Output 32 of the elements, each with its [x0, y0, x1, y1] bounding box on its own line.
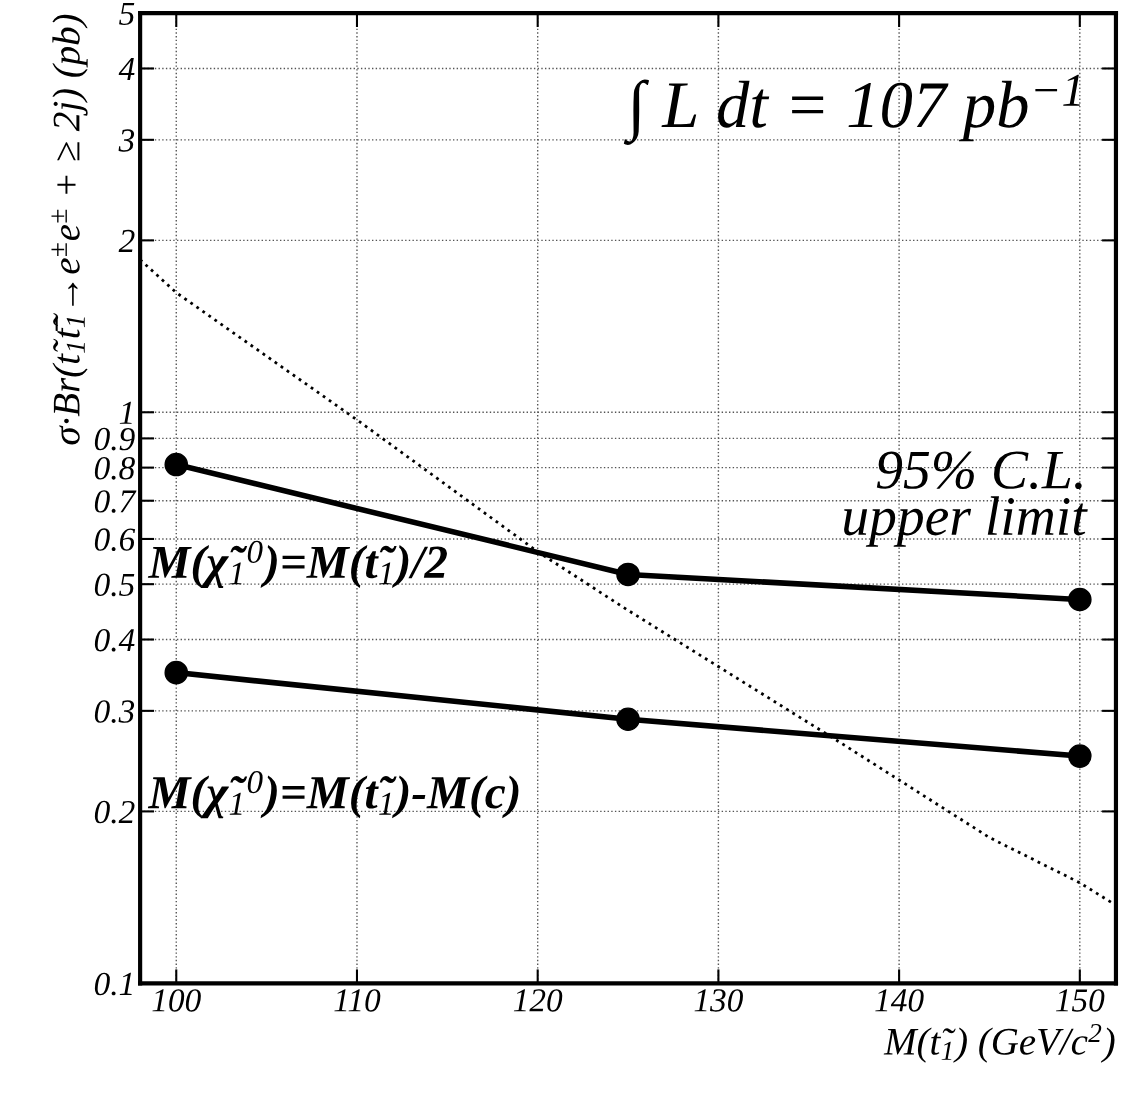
- point: [1068, 744, 1092, 768]
- y-tick-label: 0.5: [94, 573, 135, 597]
- point: [616, 707, 640, 732]
- y-tick-label: 1: [119, 401, 132, 424]
- series-label: M(χ̃$_{1}$$^{0}$)=M(t̃$_{1}$)-M(c): [147, 771, 519, 819]
- point: [616, 562, 640, 587]
- x-tick-label: 100: [152, 989, 201, 1012]
- y-tick-label: 3: [118, 129, 135, 152]
- point: [164, 660, 189, 685]
- x-tick-label: 110: [334, 989, 381, 1012]
- series-label: M(χ̃$_{1}$$^{0}$)=M(t̃$_{1}$)/2: [147, 540, 447, 588]
- y-tick-label: 0.7: [94, 490, 137, 513]
- y-tick-label: 0.9: [94, 427, 135, 451]
- y-tick-label: 0.3: [94, 700, 135, 723]
- point: [1068, 587, 1092, 612]
- y-tick-label: 0.1: [94, 972, 132, 996]
- point: [164, 452, 189, 477]
- x-tick-label: 120: [513, 989, 563, 1012]
- annotation: ∫ L dt = 107 pb$^{−1}$: [623, 74, 1080, 145]
- y-tick-label: 2: [118, 229, 135, 252]
- annotation: 95% C.L. upper limit: [844, 451, 1088, 547]
- y-tick-label: 0.4: [94, 628, 135, 652]
- text: σ·Br(t̃$_{1}$t̃̄$_{1}$→e$^{±}$e$^{±}$ + ≥ 2j) (pb): [51, 14, 88, 445]
- x-tick-label: 130: [694, 989, 743, 1012]
- x-tick-label: 140: [875, 989, 924, 1012]
- x-axis-title: M(t̃$_{1}$) (GeV/c$^{2}$): [883, 1023, 1115, 1063]
- y-tick-label: 0.8: [94, 457, 135, 480]
- y-tick-label: 0.2: [94, 800, 135, 824]
- y-tick-label: 0.6: [94, 528, 136, 551]
- x-tick-label: 150: [1056, 989, 1105, 1012]
- y-tick-label: 5: [119, 2, 135, 26]
- y-tick-label: 4: [118, 58, 135, 81]
